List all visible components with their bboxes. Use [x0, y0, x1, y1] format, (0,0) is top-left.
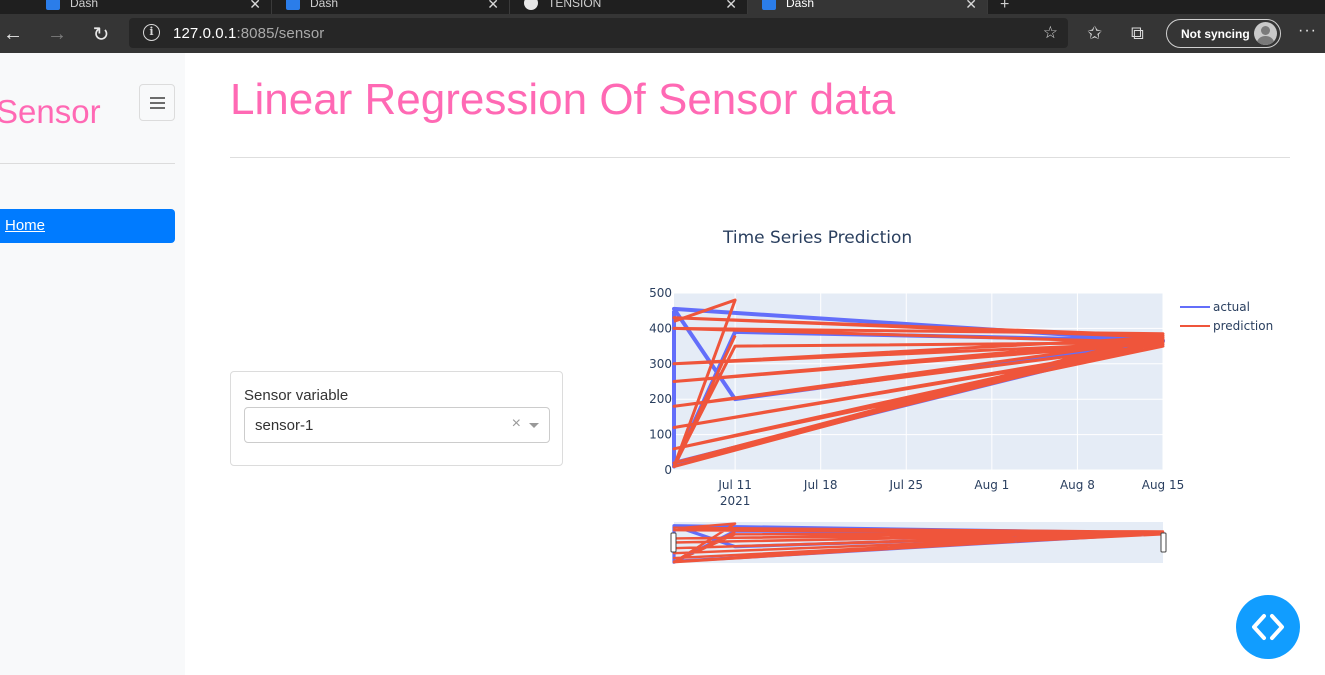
dash-favicon-icon: [762, 0, 776, 10]
x-tick-label: Jul 25: [888, 478, 923, 492]
close-icon[interactable]: ✕: [725, 0, 737, 12]
tab-title: Dash: [786, 0, 815, 10]
tab-title: Dash: [70, 0, 99, 10]
y-tick-label: 0: [664, 463, 672, 477]
series-line-prediction: [672, 298, 1165, 468]
address-bar[interactable]: i 127.0.0.1:8085/sensor ☆: [129, 18, 1068, 48]
sensor-variable-dropdown[interactable]: sensor-1 ×: [244, 407, 550, 443]
hamburger-icon: [150, 97, 165, 99]
y-tick-label: 100: [649, 428, 672, 442]
close-icon[interactable]: ✕: [249, 0, 261, 12]
y-tick-label: 500: [649, 286, 672, 300]
dropdown-label: Sensor variable: [244, 387, 349, 404]
y-tick-label: 200: [649, 392, 672, 406]
x-year-label: 2021: [720, 494, 751, 508]
dash-favicon-icon: [286, 0, 300, 10]
y-tick-label: 400: [649, 321, 672, 335]
hamburger-icon: [150, 107, 165, 109]
browser-toolbar: ← → ↻ i 127.0.0.1:8085/sensor ☆ ✩ ⧉ Not …: [0, 14, 1325, 53]
refresh-icon[interactable]: ↻: [92, 23, 110, 46]
profile-sync-button[interactable]: Not syncing: [1166, 19, 1281, 48]
tab-title: TENSION: [548, 0, 602, 10]
legend-label: prediction: [1213, 319, 1273, 333]
more-options-icon[interactable]: ···: [1298, 22, 1317, 39]
brand-title: Sensor: [0, 93, 101, 130]
back-arrow-icon[interactable]: ←: [3, 22, 23, 45]
title-divider: [230, 157, 1290, 158]
x-tick-label: Aug 15: [1142, 478, 1185, 492]
browser-tab-strip: Dash ✕ Dash ✕ TENSION ✕ Dash ✕ +: [0, 0, 1325, 14]
collections-icon[interactable]: ⧉: [1131, 23, 1144, 43]
browser-tab[interactable]: Dash ✕: [272, 0, 510, 14]
time-series-chart[interactable]: Time Series Prediction Jul 11 Jul 18 Jul 25…: [600, 215, 1300, 575]
clear-icon[interactable]: ×: [511, 415, 521, 432]
menu-toggle-button[interactable]: [139, 84, 175, 121]
forward-arrow-icon[interactable]: →: [47, 22, 67, 45]
dropdown-value: sensor-1: [255, 417, 314, 434]
browser-tab[interactable]: Dash ✕: [32, 0, 272, 14]
browser-tab-active[interactable]: Dash ✕: [748, 0, 988, 14]
control-card: Sensor variable sensor-1 ×: [230, 371, 563, 466]
browser-tab[interactable]: TENSION ✕: [510, 0, 748, 14]
chevron-down-icon[interactable]: [529, 423, 539, 428]
sidebar: Sensor Home: [0, 53, 185, 675]
dash-debug-button[interactable]: [1236, 595, 1300, 659]
dash-favicon-icon: [46, 0, 60, 10]
range-slider-right-handle: [1160, 532, 1167, 553]
url-text[interactable]: 127.0.0.1:8085/sensor: [173, 25, 325, 42]
site-info-icon[interactable]: i: [143, 24, 160, 41]
page-title: Linear Regression Of Sensor data: [230, 75, 896, 124]
code-brackets-icon: [1252, 614, 1284, 640]
legend-label: actual: [1213, 300, 1250, 314]
sidebar-item-home[interactable]: Home: [0, 209, 175, 243]
close-icon[interactable]: ✕: [487, 0, 499, 12]
add-favorite-icon[interactable]: ☆: [1042, 23, 1058, 42]
sidebar-divider: [0, 163, 175, 164]
hamburger-icon: [150, 102, 165, 104]
avatar: [1254, 22, 1277, 45]
chart-title: Time Series Prediction: [722, 228, 912, 248]
x-tick-label: Jul 11: [717, 478, 752, 492]
app-favicon-icon: [524, 0, 538, 10]
range-slider-left-handle: [670, 532, 677, 553]
new-tab-icon[interactable]: +: [1000, 0, 1010, 13]
x-tick-label: Aug 8: [1060, 478, 1095, 492]
y-tick-label: 300: [649, 357, 672, 371]
tab-title: Dash: [310, 0, 339, 10]
close-icon[interactable]: ✕: [965, 0, 977, 12]
sync-label: Not syncing: [1181, 26, 1250, 41]
x-tick-label: Jul 18: [803, 478, 838, 492]
x-tick-label: Aug 1: [974, 478, 1009, 492]
favorites-icon[interactable]: ✩: [1087, 23, 1103, 43]
